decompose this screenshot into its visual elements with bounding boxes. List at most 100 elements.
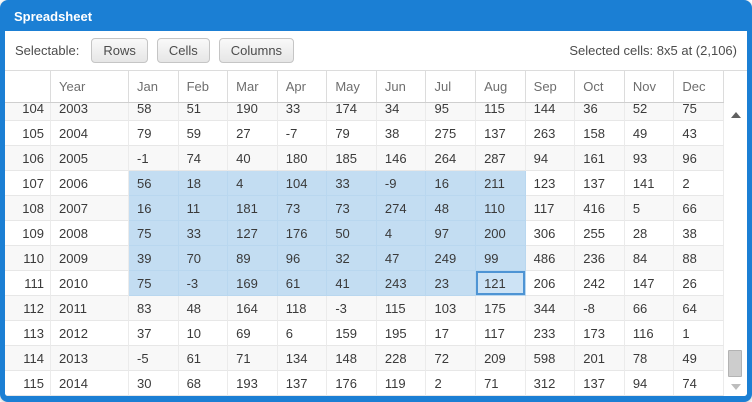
cell[interactable]: 174	[327, 103, 377, 121]
scroll-down-icon[interactable]	[730, 384, 741, 390]
cell[interactable]: 137	[476, 121, 526, 146]
cell[interactable]: 96	[277, 246, 328, 271]
cell[interactable]: 49	[624, 121, 675, 146]
cell[interactable]: 264	[426, 146, 477, 171]
cell[interactable]: 209	[476, 346, 526, 371]
cell[interactable]: 274	[376, 196, 427, 221]
cell[interactable]: 233	[525, 321, 576, 346]
row-number-cell[interactable]: 114	[5, 346, 51, 371]
cell[interactable]: 32	[327, 246, 377, 271]
year-cell[interactable]: 2008	[51, 221, 129, 246]
cell[interactable]: 175	[476, 296, 526, 321]
cell[interactable]: 47	[376, 246, 427, 271]
cell[interactable]: 40	[228, 146, 278, 171]
cell[interactable]: -5	[129, 346, 179, 371]
cell[interactable]: 26	[674, 271, 724, 296]
cell[interactable]: 48	[178, 296, 229, 321]
cell[interactable]: 2	[426, 371, 477, 396]
cell[interactable]: 117	[476, 321, 526, 346]
column-header-jul[interactable]: Jul	[426, 71, 477, 102]
column-header-sep[interactable]: Sep	[526, 71, 576, 102]
cell[interactable]: 11	[178, 196, 229, 221]
cell[interactable]: 6	[277, 321, 328, 346]
year-cell[interactable]: 2014	[51, 371, 129, 396]
cell[interactable]: 306	[525, 221, 576, 246]
row-number-cell[interactable]: 115	[5, 371, 51, 396]
cell[interactable]: -3	[327, 296, 377, 321]
cell[interactable]: 103	[426, 296, 477, 321]
cell[interactable]: 17	[426, 321, 477, 346]
cell[interactable]: 96	[674, 146, 724, 171]
cell[interactable]: 486	[525, 246, 576, 271]
cell[interactable]: 37	[129, 321, 179, 346]
cell[interactable]: 27	[228, 121, 278, 146]
cell[interactable]: 74	[674, 371, 724, 396]
cell[interactable]: -8	[575, 296, 625, 321]
cell[interactable]: 263	[525, 121, 576, 146]
year-cell[interactable]: 2009	[51, 246, 129, 271]
cell[interactable]: 61	[277, 271, 328, 296]
cell[interactable]: 16	[129, 196, 179, 221]
cell[interactable]: 33	[178, 221, 229, 246]
cell[interactable]: 4	[376, 221, 427, 246]
cell[interactable]: 95	[426, 103, 477, 121]
cell[interactable]: 97	[426, 221, 477, 246]
cell[interactable]: -9	[376, 171, 427, 196]
cell[interactable]: 39	[129, 246, 179, 271]
cell[interactable]: 137	[277, 371, 328, 396]
column-header-nov[interactable]: Nov	[625, 71, 675, 102]
cell[interactable]: 59	[178, 121, 229, 146]
cell[interactable]: 64	[674, 296, 724, 321]
cell[interactable]: 43	[674, 121, 724, 146]
cell[interactable]: 190	[228, 103, 278, 121]
row-number-cell[interactable]: 106	[5, 146, 51, 171]
scroll-up-icon[interactable]	[730, 112, 741, 118]
cell[interactable]: 41	[327, 271, 377, 296]
cell[interactable]: 34	[376, 103, 427, 121]
columns-button[interactable]: Columns	[218, 38, 295, 63]
cell[interactable]: 243	[376, 271, 427, 296]
cell[interactable]: 1	[674, 321, 724, 346]
cell[interactable]: 68	[178, 371, 229, 396]
cell[interactable]: 93	[624, 146, 675, 171]
cell[interactable]: 51	[178, 103, 229, 121]
cell[interactable]: 79	[327, 121, 377, 146]
cell[interactable]: -1	[129, 146, 179, 171]
cell[interactable]: 61	[178, 346, 229, 371]
cell[interactable]: 146	[376, 146, 427, 171]
cell[interactable]: 38	[376, 121, 427, 146]
cell[interactable]: 115	[376, 296, 427, 321]
cell[interactable]: 176	[327, 371, 377, 396]
cell[interactable]: 79	[129, 121, 179, 146]
rows-button[interactable]: Rows	[91, 38, 148, 63]
year-cell[interactable]: 2004	[51, 121, 129, 146]
cell[interactable]: 2	[674, 171, 724, 196]
cell[interactable]: 110	[476, 196, 526, 221]
cell[interactable]: 169	[228, 271, 278, 296]
cell[interactable]: 78	[624, 346, 675, 371]
cell[interactable]: 18	[178, 171, 229, 196]
cell[interactable]: 75	[129, 271, 179, 296]
cell[interactable]: 127	[228, 221, 278, 246]
year-cell[interactable]: 2010	[51, 271, 129, 296]
cell[interactable]: 121	[476, 271, 526, 296]
column-header-oct[interactable]: Oct	[575, 71, 625, 102]
cell[interactable]: 137	[575, 371, 625, 396]
cell[interactable]: 66	[674, 196, 724, 221]
year-cell[interactable]: 2003	[51, 103, 129, 121]
cell[interactable]: -7	[277, 121, 328, 146]
cell[interactable]: 416	[575, 196, 625, 221]
cell[interactable]: 23	[426, 271, 477, 296]
cell[interactable]: 84	[624, 246, 675, 271]
cell[interactable]: 36	[575, 103, 625, 121]
cell[interactable]: 104	[277, 171, 328, 196]
cell[interactable]: 193	[228, 371, 278, 396]
cell[interactable]: 89	[228, 246, 278, 271]
cell[interactable]: 144	[525, 103, 576, 121]
cell[interactable]: 117	[525, 196, 576, 221]
cell[interactable]: 158	[575, 121, 625, 146]
column-header-mar[interactable]: Mar	[228, 71, 278, 102]
cell[interactable]: 72	[426, 346, 477, 371]
row-number-cell[interactable]: 111	[5, 271, 51, 296]
cell[interactable]: 10	[178, 321, 229, 346]
